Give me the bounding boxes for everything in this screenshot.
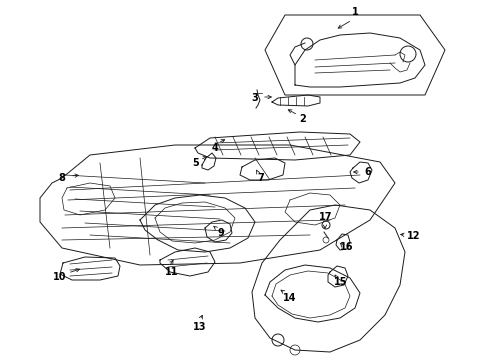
Text: 16: 16 (340, 242, 354, 252)
Text: 10: 10 (53, 272, 67, 282)
Text: 7: 7 (258, 173, 265, 183)
Text: 4: 4 (212, 143, 219, 153)
Text: 12: 12 (407, 231, 421, 241)
Text: 5: 5 (193, 158, 199, 168)
Text: 14: 14 (283, 293, 297, 303)
Text: 15: 15 (334, 277, 348, 287)
Text: 6: 6 (365, 167, 371, 177)
Text: 3: 3 (252, 93, 258, 103)
Text: 8: 8 (59, 173, 66, 183)
Text: 11: 11 (165, 267, 179, 277)
Text: 13: 13 (193, 322, 207, 332)
Text: 9: 9 (218, 228, 224, 238)
Text: 2: 2 (299, 114, 306, 124)
Text: 17: 17 (319, 212, 333, 222)
Text: 1: 1 (352, 7, 358, 17)
